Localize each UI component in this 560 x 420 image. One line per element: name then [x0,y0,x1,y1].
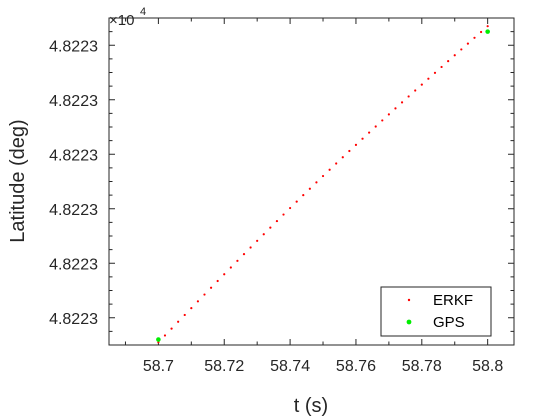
x-tick-label: 58.78 [402,358,442,375]
erkf-point [275,219,279,223]
erkf-point [190,307,193,310]
erkf-point [269,226,272,229]
erkf-point [229,266,232,269]
legend-erkf-label: ERKF [433,292,473,309]
plot-area [108,17,515,346]
erkf-point [249,246,252,249]
erkf-point [328,168,331,171]
erkf-point [262,233,265,236]
erkf-point [177,320,180,323]
y-multiplier-base: ×10 [109,12,134,29]
erkf-point [486,25,489,28]
x-tick-label: 58.72 [204,358,244,375]
data-layer [156,25,490,344]
erkf-point [374,125,377,128]
x-tick-label: 58.7 [143,358,174,375]
erkf-point [387,113,390,116]
erkf-point [407,95,410,98]
y-tick-label: 4.8223 [49,311,98,328]
erkf-point [348,149,351,153]
erkf-point [466,42,470,45]
erkf-point [282,213,285,216]
gps-point [156,337,161,342]
erkf-point [400,101,404,104]
erkf-point [196,300,200,303]
erkf-point [447,59,450,63]
erkf-point [321,174,325,178]
y-tick-label: 4.8223 [49,38,98,55]
gps-point [485,29,490,34]
erkf-point [453,54,456,57]
erkf-point [460,48,463,51]
erkf-point [368,131,371,134]
x-tick-label: 58.8 [472,358,503,375]
erkf-point [302,194,305,197]
erkf-point [420,83,423,86]
y-tick-label: 4.8223 [49,93,98,110]
erkf-point [216,279,219,283]
legend-gps-marker [406,319,412,325]
erkf-point [335,162,338,165]
erkf-point [242,253,246,256]
erkf-point [394,107,397,110]
y-tick-labels: 4.8223 4.8223 4.8223 4.8223 4.8223 4.8223 [49,38,98,328]
x-tick-label: 58.74 [270,358,310,375]
x-axis-label: t (s) [294,395,328,417]
erkf-point [354,143,358,146]
y-tick-label: 4.8223 [49,202,98,219]
erkf-point [315,181,318,184]
y-tick-label: 4.8223 [49,256,98,273]
erkf-point [381,119,384,122]
y-tick-label: 4.8223 [49,147,98,164]
erkf-point [256,239,259,242]
erkf-point [236,259,239,262]
erkf-point [433,71,437,74]
erkf-point [288,206,292,210]
erkf-point [308,187,311,190]
legend-box [380,286,492,337]
erkf-point [163,334,167,337]
erkf-point [427,77,430,80]
tick-marks [109,17,514,346]
erkf-point [295,200,298,203]
legend-gps-label: GPS [433,314,465,331]
erkf-point [479,30,483,34]
x-tick-label: 58.76 [336,358,376,375]
erkf-point [203,293,206,296]
x-tick-labels: 58.7 58.72 58.74 58.76 58.78 58.8 [143,358,504,375]
erkf-point [170,327,173,330]
legend: ERKF GPS [380,286,492,337]
erkf-point [473,36,476,39]
erkf-point [223,273,226,276]
erkf-point [440,65,443,69]
erkf-point [341,156,344,159]
erkf-point [361,137,364,140]
y-axis-label: Latitude (deg) [7,119,29,242]
legend-erkf-marker [407,298,411,302]
y-multiplier-exponent: 4 [140,6,146,18]
erkf-point [209,286,213,289]
erkf-point [183,313,186,317]
erkf-point [414,89,417,92]
